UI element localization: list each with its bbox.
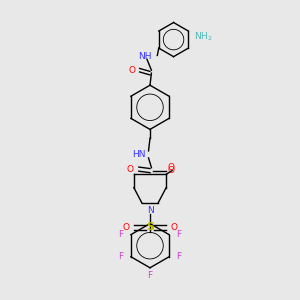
Text: HN: HN — [132, 150, 146, 159]
Text: O: O — [171, 223, 178, 232]
Text: O: O — [127, 165, 134, 174]
Text: O: O — [122, 223, 129, 232]
Text: F: F — [118, 252, 124, 261]
Text: S: S — [146, 222, 154, 233]
Text: F: F — [176, 252, 181, 261]
Text: NH: NH — [138, 52, 152, 62]
Text: O: O — [168, 166, 175, 175]
Text: NH$_2$: NH$_2$ — [194, 30, 212, 43]
Text: F: F — [118, 230, 124, 239]
Text: F: F — [176, 230, 181, 239]
Text: O: O — [128, 66, 135, 75]
Text: N: N — [147, 206, 153, 215]
Text: O: O — [168, 163, 175, 172]
Text: F: F — [147, 271, 153, 280]
